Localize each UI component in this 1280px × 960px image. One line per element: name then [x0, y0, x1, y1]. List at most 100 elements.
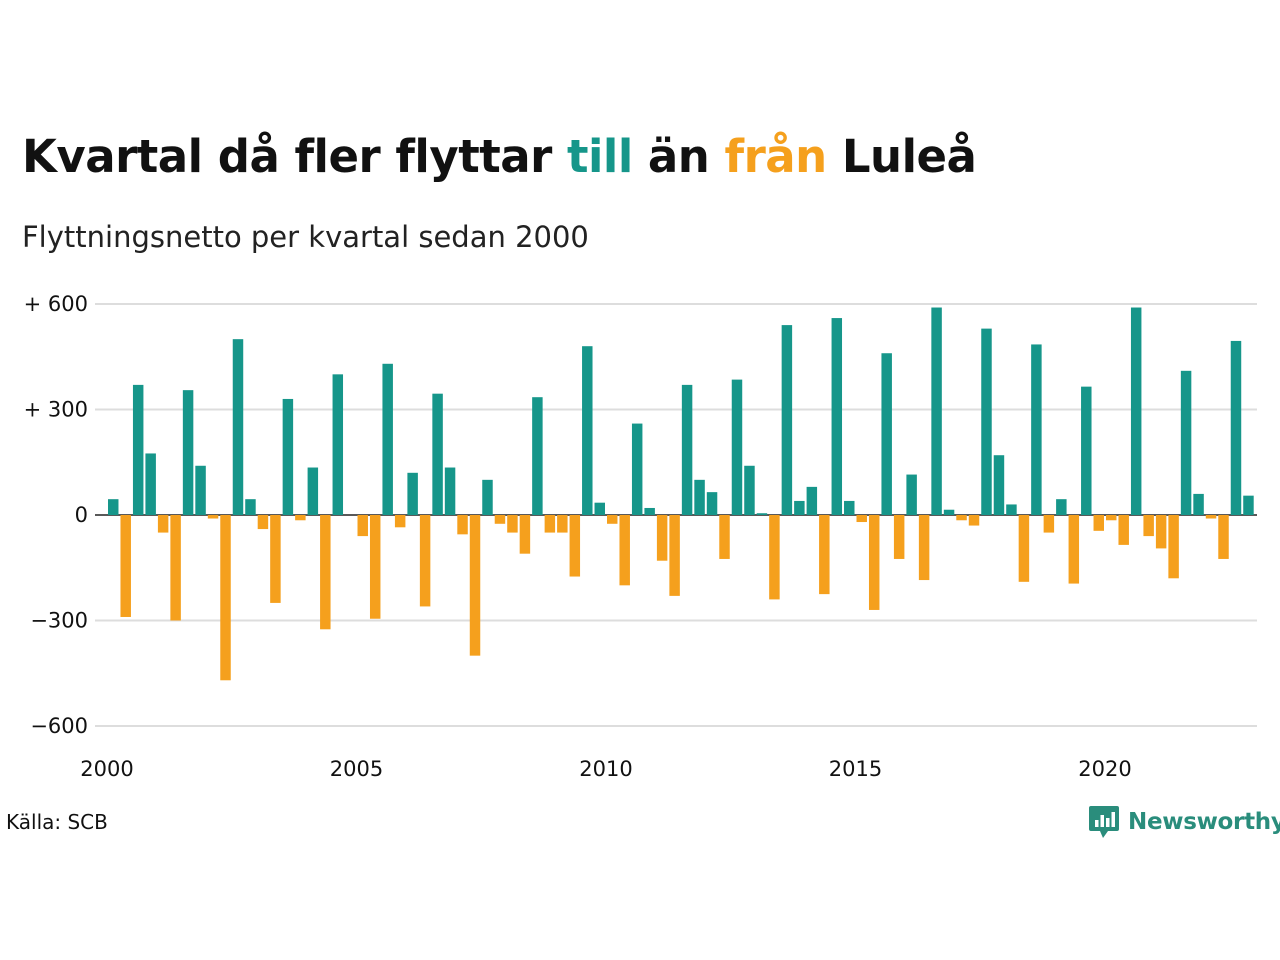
bar-negative — [918, 515, 930, 581]
bar-negative — [619, 515, 630, 586]
bar-positive — [844, 500, 855, 515]
bar-negative — [170, 515, 181, 621]
bar-negative — [1168, 515, 1179, 579]
title-text-middle: än — [632, 130, 725, 183]
bar-negative — [419, 515, 431, 607]
bar-negative — [1018, 515, 1030, 582]
bar-positive — [981, 328, 992, 515]
bar-negative — [357, 515, 368, 537]
bar-negative — [893, 515, 905, 559]
bar-positive — [1180, 370, 1192, 515]
title-highlight-positive: till — [566, 130, 633, 183]
bar-negative — [1118, 515, 1129, 545]
logo-text: Newsworthy — [1128, 809, 1280, 835]
bar-negative — [1068, 515, 1080, 584]
bar-negative — [557, 515, 568, 533]
bar-positive — [756, 513, 768, 515]
bar-positive — [744, 465, 755, 515]
title-text-end: Luleå — [826, 130, 977, 183]
bar-negative — [220, 515, 231, 681]
x-tick-label: 2020 — [1078, 757, 1131, 781]
bar-positive — [631, 423, 643, 515]
bar-negative — [519, 515, 531, 554]
bar-negative — [956, 515, 967, 521]
bar-positive — [831, 318, 843, 515]
bar-negative — [207, 515, 219, 519]
bar-positive — [681, 384, 693, 515]
bar-positive — [332, 374, 344, 515]
source-note: Källa: SCB — [6, 810, 108, 834]
chart-title: Kvartal då fler flyttar till än från Lul… — [22, 130, 977, 183]
bar-positive — [993, 455, 1005, 515]
bar-negative — [157, 515, 169, 533]
bar-negative — [320, 515, 331, 630]
bar-negative — [607, 515, 618, 524]
bar-positive — [282, 398, 294, 515]
bar-negative — [856, 515, 867, 523]
bar-negative — [1218, 515, 1229, 559]
bar-negative — [1143, 515, 1154, 537]
bar-positive — [145, 453, 156, 515]
bar-negative — [1106, 515, 1117, 521]
y-tick-label: −600 — [30, 714, 88, 738]
bar-negative — [469, 515, 481, 656]
bar-positive — [182, 390, 194, 515]
y-tick-label: + 300 — [24, 398, 88, 422]
bar-negative — [544, 515, 556, 533]
bar-positive — [806, 486, 818, 515]
bar-positive — [582, 346, 593, 515]
bar-negative — [819, 515, 830, 595]
bar-positive — [407, 472, 418, 515]
bar-negative — [769, 515, 780, 600]
bar-positive — [594, 502, 605, 515]
bar-negative — [270, 515, 281, 603]
bar-negative — [507, 515, 518, 533]
bar-positive — [532, 397, 543, 515]
bar-positive — [444, 467, 456, 515]
bar-positive — [108, 499, 119, 515]
bar-positive — [245, 499, 256, 515]
bar-positive — [794, 500, 805, 515]
bar-positive — [694, 479, 705, 515]
x-tick-label: 2005 — [330, 757, 383, 781]
chart-subtitle: Flyttningsnetto per kvartal sedan 2000 — [22, 220, 589, 254]
bar-negative — [494, 515, 506, 524]
bar-negative — [719, 515, 730, 559]
bar-positive — [706, 492, 718, 515]
bar-positive — [781, 325, 793, 515]
bar-negative — [569, 515, 581, 577]
bar-positive — [382, 363, 393, 515]
bar-positive — [1230, 340, 1242, 515]
y-tick-label: + 600 — [24, 292, 88, 316]
bar-positive — [1081, 386, 1092, 515]
bar-positive — [731, 379, 743, 515]
title-text-start: Kvartal då fler flyttar — [22, 130, 567, 183]
bar-negative — [394, 515, 406, 528]
x-tick-label: 2000 — [80, 757, 133, 781]
bar-negative — [295, 515, 306, 521]
bar-positive — [644, 507, 655, 515]
x-tick-label: 2015 — [829, 757, 882, 781]
x-tick-label: 2010 — [579, 757, 632, 781]
newsworthy-logo: Newsworthy — [1088, 804, 1280, 840]
bar-positive — [432, 393, 443, 515]
y-tick-label: 0 — [75, 503, 88, 527]
bar-positive — [1243, 495, 1254, 515]
bar-positive — [1056, 499, 1067, 515]
chart-speech-bubble-icon — [1089, 806, 1119, 838]
title-highlight-negative: från — [724, 130, 828, 183]
bar-negative — [457, 515, 468, 535]
bar-positive — [232, 339, 244, 515]
bar-negative — [1155, 515, 1167, 549]
bar-negative — [868, 515, 880, 610]
bar-positive — [1193, 493, 1204, 515]
bar-negative — [369, 515, 381, 619]
bar-positive — [482, 479, 493, 515]
bar-negative — [120, 515, 131, 617]
bar-negative — [1043, 515, 1055, 533]
bar-positive — [931, 307, 942, 515]
bar-positive — [307, 467, 319, 515]
bar-negative — [669, 515, 680, 596]
bar-positive — [906, 474, 917, 515]
y-tick-label: −300 — [30, 609, 88, 633]
